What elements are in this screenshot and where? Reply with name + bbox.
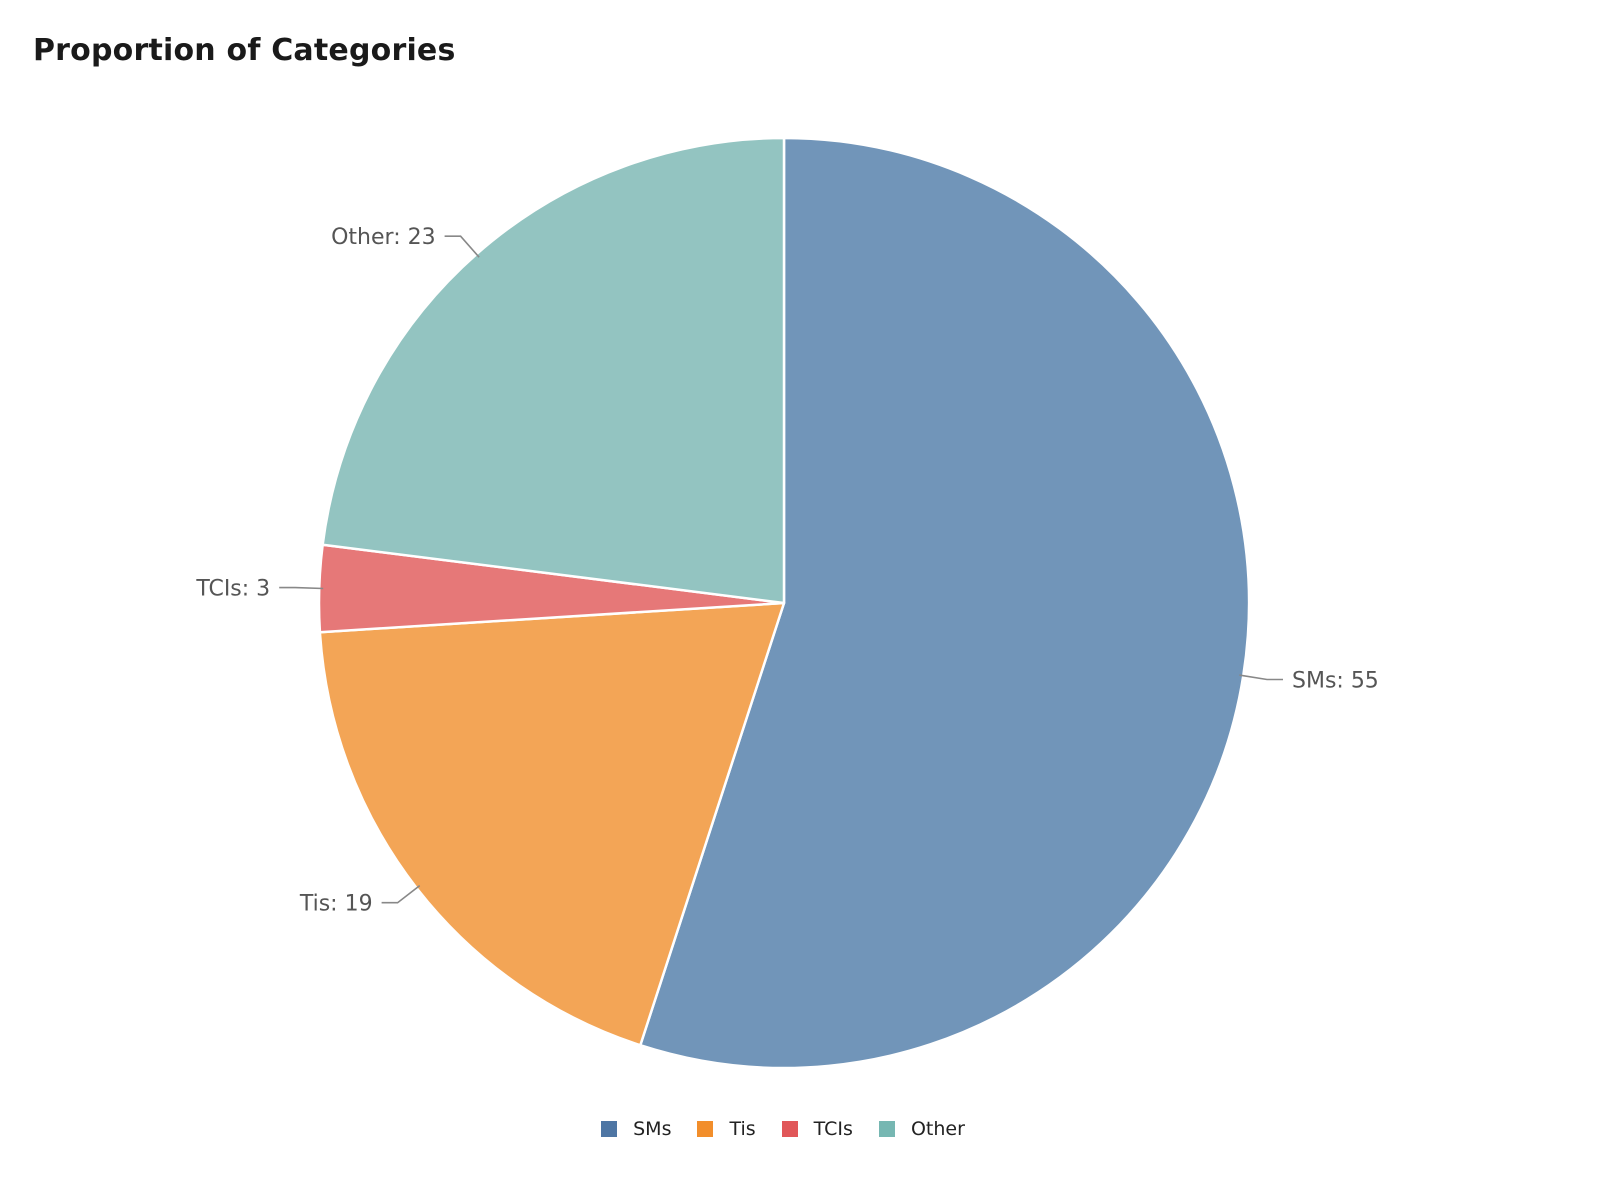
legend-item-sms: SMs: [601, 1118, 671, 1140]
pie-chart: SMs: 55 Tis: 19 TCIs: 3 Other: 23: [195, 136, 1379, 1070]
leader-line-sms: [1239, 674, 1283, 681]
legend-item-other: Other: [878, 1118, 965, 1140]
legend-label: Tis: [729, 1118, 756, 1140]
chart-title: Proportion of Categories: [33, 33, 456, 68]
slice-label-sms: SMs: 55: [1292, 669, 1379, 694]
legend-item-tis: Tis: [697, 1118, 756, 1140]
leader-line-tis: [381, 884, 421, 904]
legend-swatch: [878, 1121, 895, 1137]
legend-swatch: [781, 1121, 798, 1137]
legend-swatch: [697, 1121, 714, 1137]
leader-line-tcis: [279, 586, 324, 590]
slice-label-other: Other: 23: [331, 225, 435, 250]
legend-label: TCIs: [813, 1118, 853, 1140]
leader-line-other: [444, 235, 480, 258]
legend-label: Other: [910, 1118, 965, 1140]
legend-label: SMs: [633, 1118, 672, 1140]
legend-item-tcis: TCIs: [781, 1118, 853, 1140]
chart-legend: SMs Tis TCIs Other: [0, 1118, 1566, 1140]
leader-lines: [279, 235, 1283, 904]
legend-swatch: [601, 1121, 618, 1137]
slice-label-tis: Tis: 19: [299, 892, 373, 917]
slice-labels: SMs: 55 Tis: 19 TCIs: 3 Other: 23: [195, 225, 1378, 917]
pie-slices: [317, 136, 1251, 1070]
pie-slice-other: [321, 136, 786, 605]
slice-label-tcis: TCIs: 3: [195, 577, 270, 602]
